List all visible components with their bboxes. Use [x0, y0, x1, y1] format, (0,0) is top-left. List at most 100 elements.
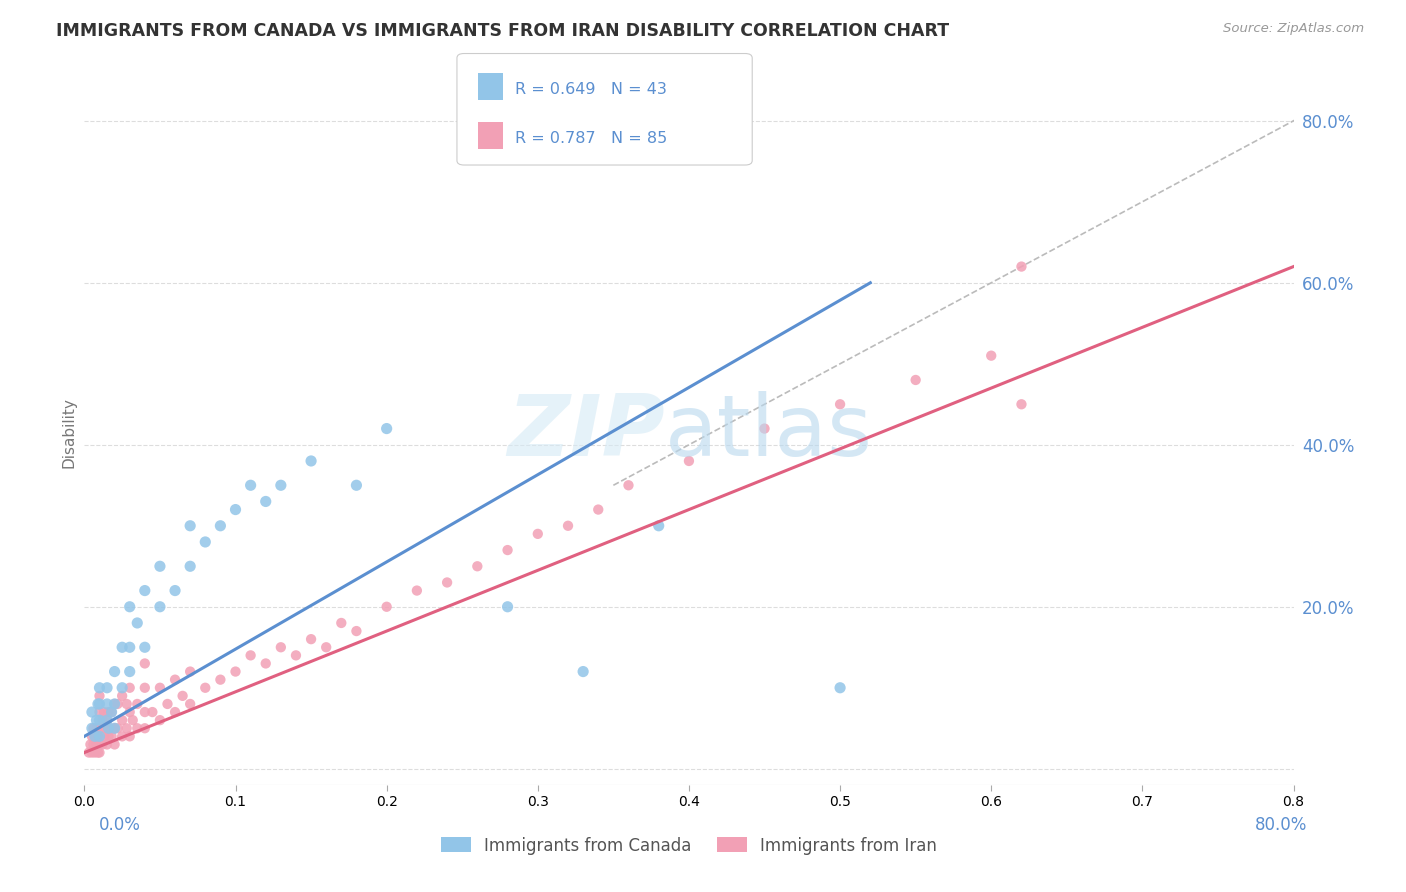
- Point: [115, 697, 138, 711]
- Point: [100, 705, 122, 719]
- Point: [89, 730, 111, 744]
- Text: Source: ZipAtlas.com: Source: ZipAtlas.com: [1223, 22, 1364, 36]
- Point: [115, 721, 138, 735]
- Point: [239, 478, 262, 492]
- Point: [285, 648, 308, 663]
- Point: [104, 665, 127, 679]
- Point: [346, 624, 368, 638]
- Point: [149, 599, 172, 614]
- Point: [93, 705, 115, 719]
- Point: [678, 454, 700, 468]
- Point: [87, 746, 110, 760]
- Point: [82, 721, 104, 735]
- Point: [239, 648, 262, 663]
- Point: [89, 738, 111, 752]
- Point: [149, 713, 172, 727]
- Point: [86, 738, 108, 752]
- Point: [179, 518, 201, 533]
- Point: [82, 738, 104, 752]
- Point: [86, 721, 108, 735]
- Point: [436, 575, 458, 590]
- Text: atlas: atlas: [665, 391, 873, 475]
- Point: [104, 697, 127, 711]
- Text: 80.0%: 80.0%: [1256, 816, 1308, 834]
- Point: [225, 665, 247, 679]
- Point: [91, 713, 114, 727]
- Point: [375, 599, 398, 614]
- Point: [127, 721, 149, 735]
- Text: R = 0.649   N = 43: R = 0.649 N = 43: [515, 82, 666, 96]
- Point: [406, 583, 429, 598]
- Point: [156, 697, 179, 711]
- Point: [496, 599, 519, 614]
- Point: [89, 681, 111, 695]
- Point: [134, 583, 156, 598]
- Point: [179, 665, 201, 679]
- Point: [107, 697, 129, 711]
- Point: [315, 640, 337, 655]
- Point: [165, 673, 187, 687]
- Point: [111, 689, 134, 703]
- Point: [375, 421, 398, 435]
- Point: [1011, 260, 1033, 274]
- Point: [104, 721, 127, 735]
- Point: [179, 697, 201, 711]
- Point: [225, 502, 247, 516]
- Point: [118, 730, 141, 744]
- Point: [830, 397, 852, 411]
- Point: [91, 738, 114, 752]
- Point: [572, 665, 595, 679]
- Point: [89, 689, 111, 703]
- Point: [80, 721, 103, 735]
- Legend: Immigrants from Canada, Immigrants from Iran: Immigrants from Canada, Immigrants from …: [434, 830, 943, 861]
- Point: [80, 746, 103, 760]
- Text: R = 0.787   N = 85: R = 0.787 N = 85: [515, 131, 666, 145]
- Point: [97, 705, 120, 719]
- Point: [93, 730, 115, 744]
- Point: [165, 705, 187, 719]
- Point: [118, 665, 141, 679]
- Point: [111, 713, 134, 727]
- Point: [209, 673, 232, 687]
- Point: [588, 502, 610, 516]
- Point: [87, 730, 110, 744]
- Point: [179, 559, 201, 574]
- Point: [111, 640, 134, 655]
- Point: [904, 373, 927, 387]
- Point: [254, 494, 277, 508]
- Point: [86, 713, 108, 727]
- Point: [89, 697, 111, 711]
- Point: [141, 705, 163, 719]
- Point: [111, 730, 134, 744]
- Point: [79, 738, 101, 752]
- Point: [830, 681, 852, 695]
- Point: [467, 559, 489, 574]
- Point: [121, 713, 143, 727]
- Point: [100, 705, 122, 719]
- Point: [299, 454, 322, 468]
- Point: [527, 527, 550, 541]
- Point: [89, 746, 111, 760]
- Y-axis label: Disability: Disability: [60, 397, 76, 468]
- Point: [172, 689, 194, 703]
- Point: [134, 657, 156, 671]
- Point: [118, 599, 141, 614]
- Point: [346, 478, 368, 492]
- Text: ZIP: ZIP: [508, 391, 665, 475]
- Point: [96, 697, 118, 711]
- Point: [87, 697, 110, 711]
- Point: [84, 746, 107, 760]
- Point: [111, 681, 134, 695]
- Point: [134, 640, 156, 655]
- Point: [496, 543, 519, 558]
- Point: [84, 730, 107, 744]
- Point: [648, 518, 671, 533]
- Point: [149, 559, 172, 574]
- Point: [254, 657, 277, 671]
- Point: [299, 632, 322, 647]
- Point: [118, 705, 141, 719]
- Point: [134, 705, 156, 719]
- Point: [97, 721, 120, 735]
- Point: [100, 730, 122, 744]
- Point: [96, 713, 118, 727]
